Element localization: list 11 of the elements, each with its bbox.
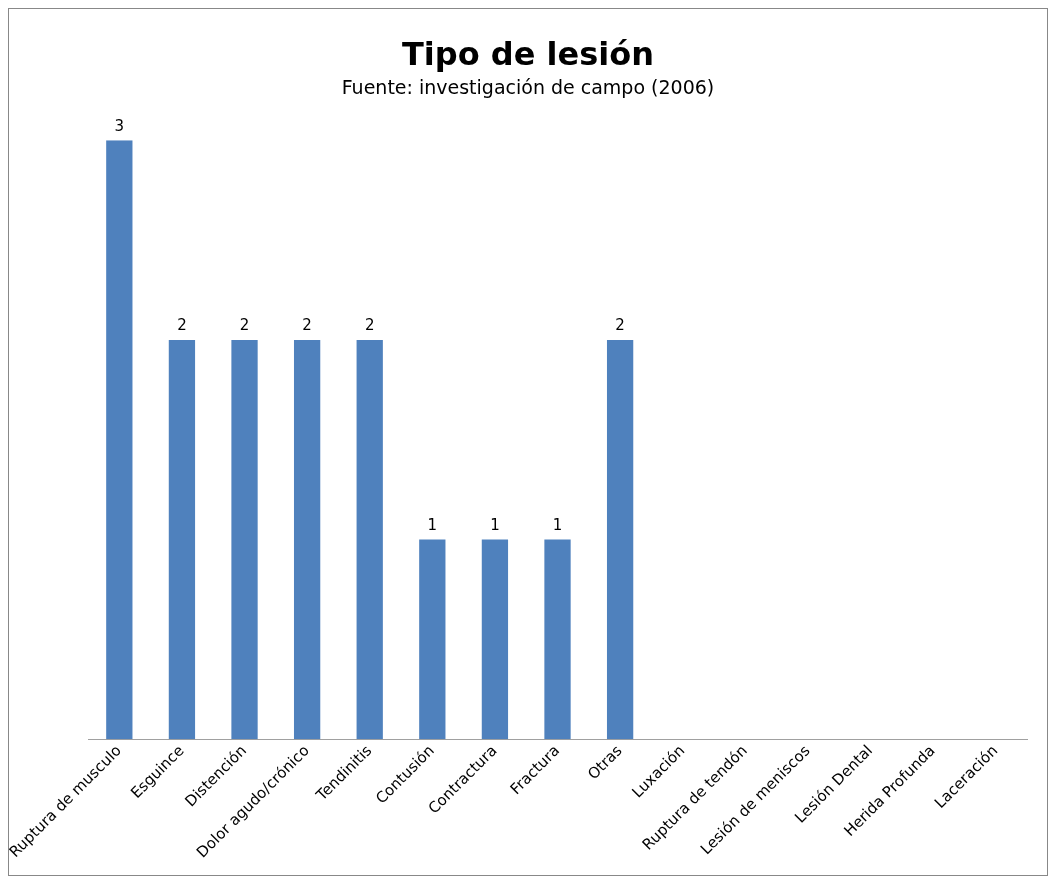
data-label: 1: [552, 515, 563, 534]
chart-subtitle: Fuente: investigación de campo (2006): [341, 75, 715, 98]
data-label: 2: [239, 316, 250, 335]
data-label: 2: [615, 316, 625, 335]
chart-title: Tipo de lesión: [401, 34, 655, 73]
data-label: 2: [302, 316, 312, 335]
data-label: 1: [490, 515, 500, 534]
data-label: 2: [177, 316, 187, 335]
data-label: 2: [364, 316, 375, 335]
data-label: 1: [427, 515, 438, 534]
data-label: 3: [114, 116, 125, 135]
